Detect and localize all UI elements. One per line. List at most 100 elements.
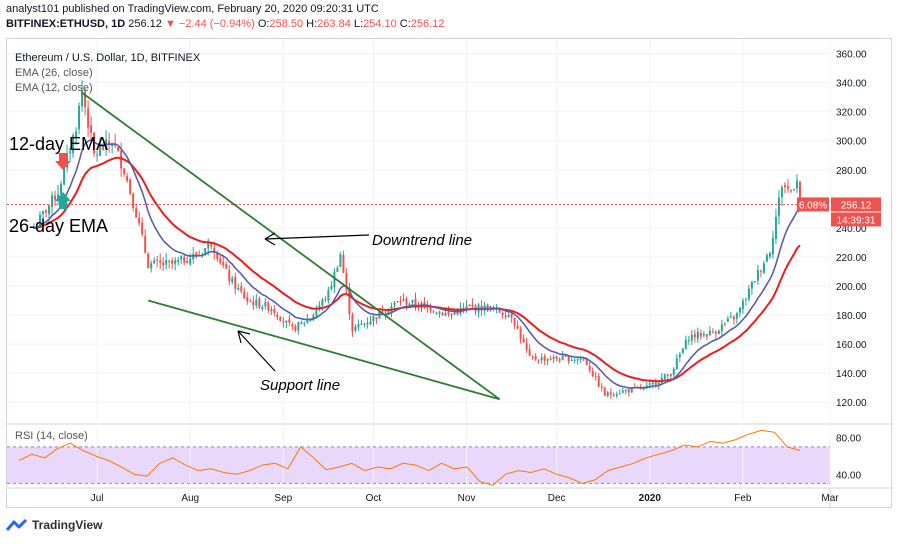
candle-body	[162, 262, 165, 265]
candle-body	[318, 305, 321, 310]
trendlines-layer	[81, 92, 501, 401]
candle-body	[69, 151, 72, 153]
candle-body	[345, 273, 348, 290]
chart-frame[interactable]: 120.00 140.00 160.00 180.00 200.00 220.00 240.…	[6, 38, 893, 509]
candle-body	[363, 323, 366, 325]
candle-body	[681, 348, 684, 354]
candle-body	[183, 257, 186, 263]
candle-body	[411, 299, 414, 303]
candle-body	[294, 326, 297, 331]
candle-body	[579, 358, 582, 360]
candle-body	[135, 208, 138, 218]
countdown-text: 14:39:31	[837, 215, 876, 226]
candle-body	[510, 313, 513, 318]
candle-body	[300, 322, 303, 324]
time-axis[interactable]: Jul Aug Sep Oct Nov Dec 2020 Feb Mar	[91, 493, 840, 504]
candle-body	[675, 358, 678, 369]
candle-body	[399, 301, 402, 303]
candle-body	[96, 154, 99, 156]
candle-body	[240, 286, 243, 292]
candle-body	[456, 311, 459, 315]
candle-body	[138, 217, 141, 224]
candle-body	[258, 298, 261, 308]
candle-body	[237, 287, 240, 290]
candle-body	[48, 205, 51, 215]
candle-body	[738, 307, 741, 313]
change-value: ▼ −2.44 (−0.94%)	[164, 18, 255, 30]
pointer-arrow-support	[237, 330, 276, 372]
candle-body	[216, 252, 219, 260]
x-tick-label: Feb	[734, 493, 752, 504]
candle-body	[150, 263, 153, 269]
trendline	[81, 92, 501, 401]
candle-body	[465, 305, 468, 309]
countdown-badge	[831, 212, 881, 227]
y-grid	[7, 39, 831, 488]
legend-ema26: EMA (26, close)	[15, 67, 93, 79]
candle-body	[624, 389, 627, 392]
candle-body	[453, 312, 456, 315]
candle-body	[741, 300, 744, 309]
candle-body	[285, 320, 288, 323]
candle-body	[63, 166, 66, 185]
candle-body	[759, 270, 762, 272]
candle-body	[156, 259, 159, 261]
candle-body	[678, 354, 681, 358]
candle-body	[561, 355, 564, 361]
ohlc-line: BITFINEX:ETHUSD, 1D 256.12 ▼ −2.44 (−0.9…	[6, 17, 444, 32]
y-tick-label: 140.00	[836, 369, 867, 380]
candle-body	[720, 324, 723, 332]
change-text: −2.44 (−0.94%)	[178, 18, 255, 30]
candle-body	[612, 394, 615, 396]
candle-body	[405, 298, 408, 305]
candle-body	[651, 382, 654, 384]
candle-body	[753, 281, 756, 283]
candle-body	[627, 389, 630, 393]
candle-body	[429, 306, 432, 311]
candle-body	[144, 236, 147, 253]
tradingview-logo[interactable]: TradingView	[6, 518, 102, 532]
candle-body	[471, 304, 474, 307]
candle-body	[432, 311, 435, 313]
candle-body	[669, 373, 672, 377]
candle-body	[519, 328, 522, 340]
candle-body	[108, 141, 111, 144]
candle-body	[267, 302, 270, 311]
y-tick-label: 320.00	[836, 108, 867, 119]
low-value: 254.10	[363, 18, 397, 30]
candle-body	[291, 324, 294, 327]
candle-body	[597, 376, 600, 387]
candle-body	[120, 150, 123, 169]
candle-body	[213, 247, 216, 254]
candle-body	[609, 392, 612, 395]
candle-body	[765, 255, 768, 262]
candle-body	[174, 260, 177, 264]
candle-body	[414, 298, 417, 306]
last-price: 256.12	[128, 18, 162, 30]
candle-body	[714, 331, 717, 334]
candle-body	[99, 147, 102, 156]
candle-body	[723, 323, 726, 325]
high-value: 263.84	[317, 18, 351, 30]
price-chart[interactable]: 120.00 140.00 160.00 180.00 200.00 220.00 240.…	[7, 39, 893, 509]
candle-body	[747, 288, 750, 300]
candle-body	[696, 331, 699, 339]
rsi-axis[interactable]: 40.00 80.00	[836, 434, 861, 482]
candle-body	[567, 355, 570, 362]
candle-body	[282, 321, 285, 323]
candle-body	[618, 393, 621, 395]
candle-body	[783, 185, 786, 188]
candle-body	[450, 313, 453, 315]
candle-body	[663, 374, 666, 379]
candle-body	[768, 253, 771, 257]
candle-body	[507, 314, 510, 317]
candle-body	[270, 309, 273, 312]
candle-body	[594, 376, 597, 378]
candle-body	[408, 303, 411, 306]
price-badge-text: 256.12	[841, 200, 872, 211]
candle-body	[555, 356, 558, 360]
candle-body	[684, 339, 687, 350]
candle-body	[246, 297, 249, 302]
price-axis[interactable]: 120.00 140.00 160.00 180.00 200.00 220.00 240.…	[836, 50, 867, 410]
candle-body	[72, 135, 75, 154]
